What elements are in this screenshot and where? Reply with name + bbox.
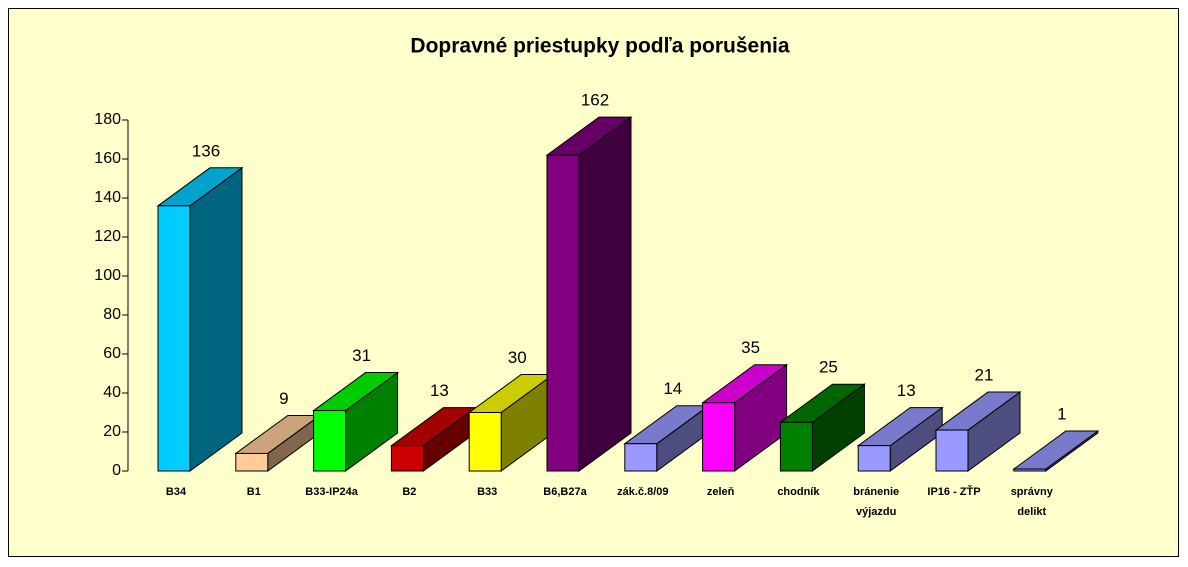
bar bbox=[857, 445, 891, 472]
y-tick-label: 100 bbox=[94, 267, 121, 284]
chart-title: Dopravné priestupky podľa porušenia bbox=[410, 35, 789, 58]
bar bbox=[779, 421, 813, 472]
bar bbox=[702, 402, 736, 472]
value-label: 14 bbox=[663, 379, 682, 398]
x-tick-label-line: bránenie bbox=[853, 486, 899, 498]
bar bbox=[624, 443, 658, 472]
bar bbox=[546, 154, 580, 472]
x-tick-label: B1 bbox=[247, 486, 261, 498]
x-tick-label: B6,B27a bbox=[543, 486, 587, 498]
x-tick-label: bránenie výjazdu bbox=[853, 486, 899, 518]
x-tick-label: B2 bbox=[402, 486, 416, 498]
x-tick-label: správny delikt bbox=[1011, 486, 1054, 518]
value-label: 162 bbox=[581, 91, 609, 110]
value-label: 13 bbox=[897, 381, 916, 400]
bar bbox=[390, 445, 424, 472]
x-tick-label-line: správny bbox=[1011, 486, 1054, 498]
y-tick-label: 40 bbox=[103, 384, 121, 401]
value-label: 25 bbox=[819, 358, 838, 377]
x-tick-label: chodník bbox=[777, 486, 820, 498]
value-label: 30 bbox=[508, 348, 527, 367]
y-tick-label: 120 bbox=[94, 228, 121, 245]
x-tick-label: zák.č.8/09 bbox=[617, 486, 668, 498]
y-tick-label: 160 bbox=[94, 150, 121, 167]
x-tick-label: B33-IP24a bbox=[305, 486, 358, 498]
bar bbox=[313, 410, 347, 472]
y-tick-label: 80 bbox=[103, 306, 121, 323]
x-tick-label-line: výjazdu bbox=[856, 506, 896, 518]
y-tick-label: 0 bbox=[112, 462, 121, 479]
bar bbox=[935, 429, 969, 472]
bar bbox=[235, 452, 269, 472]
value-label: 136 bbox=[192, 141, 220, 160]
value-label: 9 bbox=[279, 389, 288, 408]
y-tick-label: 180 bbox=[94, 111, 121, 128]
bar bbox=[468, 412, 502, 472]
value-label: 35 bbox=[741, 338, 760, 357]
value-label: 13 bbox=[430, 381, 449, 400]
y-tick-label: 140 bbox=[94, 189, 121, 206]
bar bbox=[157, 205, 191, 472]
x-tick-label: zeleň bbox=[707, 486, 735, 498]
value-label: 21 bbox=[975, 366, 994, 385]
x-tick-label-line: delikt bbox=[1017, 506, 1046, 518]
bar-side bbox=[578, 116, 632, 472]
bar bbox=[1013, 468, 1047, 472]
x-tick-label: B33 bbox=[477, 486, 497, 498]
y-tick-label: 60 bbox=[103, 345, 121, 362]
value-label: 1 bbox=[1057, 405, 1066, 424]
value-label: 31 bbox=[352, 346, 371, 365]
bar-side bbox=[189, 166, 243, 472]
x-tick-label: B34 bbox=[166, 486, 187, 498]
y-tick-label: 20 bbox=[103, 423, 121, 440]
x-tick-label: IP16 - ZŤP bbox=[927, 485, 980, 498]
